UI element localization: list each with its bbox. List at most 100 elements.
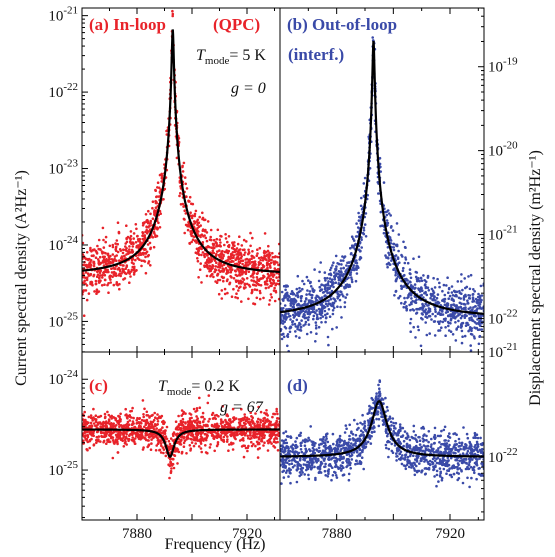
data-point	[410, 301, 413, 304]
data-point	[290, 462, 294, 466]
data-point	[463, 334, 467, 338]
data-point	[198, 215, 201, 219]
data-point	[307, 308, 311, 312]
data-point	[263, 416, 267, 420]
data-point	[89, 248, 92, 252]
data-point	[379, 170, 383, 173]
data-point	[361, 231, 365, 235]
data-point	[287, 299, 290, 302]
data-point	[151, 236, 155, 239]
data-point	[479, 436, 482, 440]
data-point	[250, 279, 253, 282]
data-point	[135, 419, 138, 422]
data-point	[324, 283, 328, 287]
data-point	[144, 438, 148, 442]
data-point	[106, 410, 109, 414]
data-point	[220, 252, 224, 256]
data-point	[194, 410, 197, 413]
data-point	[274, 441, 278, 444]
data-point	[416, 325, 420, 329]
data-point	[95, 435, 99, 439]
data-point	[288, 330, 292, 334]
data-point	[358, 462, 361, 465]
data-point	[119, 249, 123, 252]
data-point	[398, 261, 401, 265]
data-point	[183, 209, 186, 212]
data-point	[180, 414, 183, 417]
data-point	[332, 282, 335, 285]
data-point	[443, 447, 447, 451]
data-point	[329, 303, 333, 307]
data-point	[259, 258, 262, 262]
data-point	[97, 421, 101, 424]
data-point	[356, 226, 360, 229]
data-point	[468, 326, 472, 329]
data-point	[151, 413, 154, 417]
data-point	[199, 440, 202, 444]
data-point	[326, 276, 329, 280]
data-point	[386, 256, 390, 259]
data-point	[314, 321, 318, 324]
data-point	[478, 334, 482, 338]
data-point	[406, 296, 409, 300]
data-point	[425, 458, 428, 462]
data-point	[471, 300, 474, 303]
data-point	[263, 280, 267, 284]
data-point	[326, 291, 329, 295]
data-point	[98, 262, 102, 266]
data-point	[240, 407, 243, 411]
data-point	[246, 263, 250, 267]
data-point	[256, 456, 260, 459]
data-point	[107, 418, 111, 421]
data-point	[97, 438, 100, 441]
data-point	[191, 427, 194, 430]
data-point	[424, 315, 427, 319]
data-point	[209, 235, 212, 239]
data-point	[184, 212, 188, 215]
data-point	[211, 266, 214, 270]
data-point	[350, 280, 354, 284]
data-point	[237, 430, 240, 433]
data-point	[293, 322, 297, 326]
data-point	[284, 430, 288, 433]
data-point	[119, 412, 122, 416]
data-point	[285, 441, 289, 445]
data-point	[314, 326, 318, 330]
data-point	[477, 314, 480, 318]
data-point	[251, 416, 254, 420]
data-point	[277, 242, 280, 246]
data-point	[197, 225, 201, 228]
data-point	[260, 434, 264, 438]
data-point	[92, 264, 96, 268]
data-point	[108, 440, 112, 444]
data-point	[409, 276, 413, 280]
data-point	[297, 314, 301, 318]
data-point	[262, 436, 266, 440]
data-point	[431, 312, 435, 316]
data-point	[199, 235, 202, 239]
data-point	[116, 419, 120, 423]
data-point	[324, 316, 328, 320]
data-point	[272, 273, 275, 276]
data-point	[434, 308, 437, 311]
data-point	[326, 475, 330, 478]
data-point	[122, 445, 126, 448]
data-point	[337, 282, 341, 286]
data-point	[258, 289, 262, 293]
data-point	[460, 314, 464, 318]
data-point	[186, 420, 190, 424]
data-point	[291, 320, 294, 324]
data-point	[282, 431, 285, 435]
data-point	[471, 293, 475, 296]
scatter-points-d	[280, 379, 484, 489]
data-point	[141, 231, 145, 235]
data-point	[235, 285, 238, 288]
data-point	[403, 273, 406, 277]
data-point	[270, 434, 274, 438]
data-point	[342, 266, 345, 270]
data-point	[149, 420, 153, 424]
data-point	[84, 289, 88, 292]
data-point	[130, 409, 133, 413]
data-point	[206, 245, 210, 248]
data-point	[473, 309, 477, 313]
